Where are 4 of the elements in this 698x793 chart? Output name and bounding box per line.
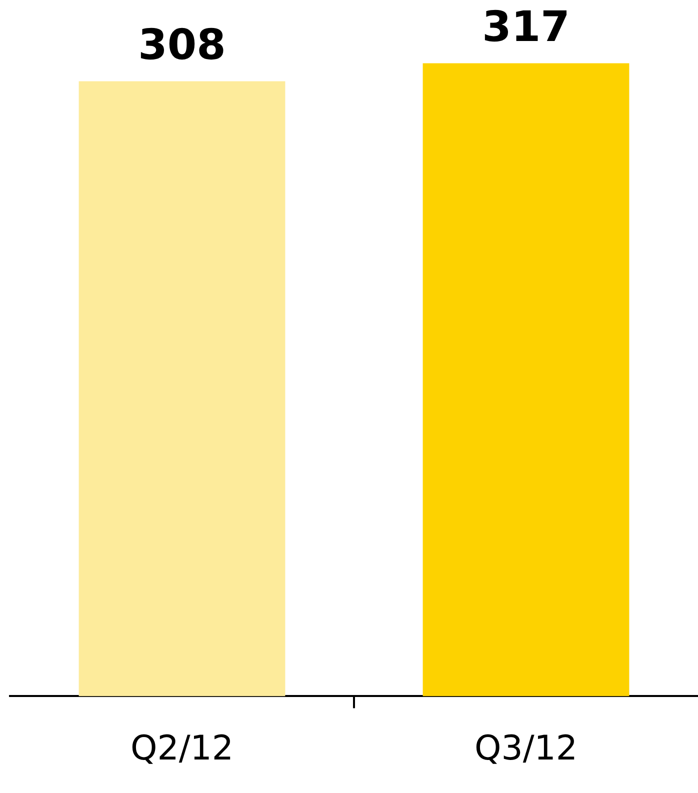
data-label: 317 [482, 2, 570, 52]
x-tick-label: Q2/12 [130, 728, 234, 768]
x-tick-label: Q3/12 [474, 728, 578, 768]
data-label: 308 [138, 20, 226, 70]
